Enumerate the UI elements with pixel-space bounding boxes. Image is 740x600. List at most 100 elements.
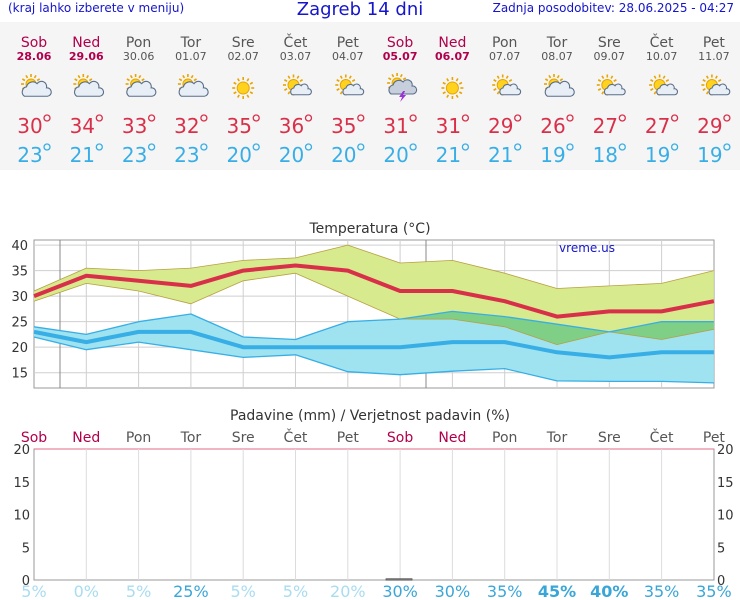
precipitation-day-label: Pon <box>492 430 517 446</box>
max-temp-value: 32 <box>174 114 199 138</box>
min-temp-value: 19 <box>697 143 722 167</box>
forecast-date: 10.07 <box>646 50 678 63</box>
forecast-strip-background <box>0 22 740 170</box>
max-temp-value: 29 <box>697 114 722 138</box>
precipitation-day-label: Pet <box>337 430 360 446</box>
max-temp-degree-mark <box>200 114 208 122</box>
min-temp-degree-mark <box>566 143 574 151</box>
precipitation-probability-label: 35% <box>644 582 680 600</box>
precipitation-probability-label: 35% <box>487 582 523 600</box>
sun-icon <box>232 77 255 99</box>
forecast-date: 08.07 <box>541 50 573 63</box>
temperature-y-tick: 25 <box>11 316 28 331</box>
min-temp-lower-edge <box>33 336 714 384</box>
precipitation-probability-label: 20% <box>330 582 366 600</box>
precipitation-y-tick-left: 20 <box>13 443 30 458</box>
forecast-day-name: Sob <box>387 35 413 51</box>
temperature-y-tick: 35 <box>11 265 28 280</box>
precipitation-y-tick-left: 0 <box>22 574 30 589</box>
thunderstorm-icon <box>387 73 418 102</box>
min-temp-degree-mark <box>95 143 103 151</box>
min-temp-degree-mark <box>409 143 417 151</box>
precipitation-day-label: Sob <box>387 430 413 446</box>
min-temp-value: 20 <box>279 143 304 167</box>
partly-cloudy-icon <box>177 74 209 97</box>
min-temp-degree-mark <box>461 143 470 151</box>
max-temp-value: 35 <box>226 114 251 138</box>
precipitation-day-label: Pon <box>126 430 151 446</box>
max-temp-degree-mark <box>409 114 417 122</box>
forecast-date: 11.07 <box>698 50 730 63</box>
max-temp-degree-mark <box>723 114 731 122</box>
min-temp-degree-mark <box>723 143 731 151</box>
precipitation-day-label: Sob <box>21 430 47 446</box>
header-bar: (kraj lahko izberete v meniju) Zagreb 14… <box>0 0 740 22</box>
max-temp-value: 34 <box>70 114 95 138</box>
sun-small-cloud-icon <box>283 74 312 96</box>
min-temp-degree-mark <box>252 143 260 151</box>
max-temp-degree-mark <box>670 114 679 122</box>
partly-cloudy-icon <box>73 74 105 97</box>
min-temp-value: 21 <box>70 143 95 167</box>
max-temp-degree-mark <box>514 114 522 122</box>
precipitation-y-tick-right: 15 <box>717 476 734 491</box>
min-temp-value: 20 <box>226 143 251 167</box>
min-temp-value: 18 <box>593 143 618 167</box>
max-temp-degree-mark <box>618 114 626 122</box>
forecast-date: 07.07 <box>489 50 521 63</box>
max-temp-degree-mark <box>95 114 103 122</box>
temperature-y-tick: 40 <box>11 239 28 254</box>
precipitation-probability-label: 5% <box>126 582 151 600</box>
max-temp-degree-mark <box>566 114 574 122</box>
precipitation-day-label: Tor <box>546 430 568 446</box>
lightning-bolt <box>399 91 407 102</box>
precipitation-day-label: Ned <box>72 430 100 446</box>
sun-disc <box>441 77 464 99</box>
sun-disc <box>232 77 255 99</box>
min-temp-upper-edge <box>33 310 714 341</box>
precipitation-y-tick-right: 0 <box>717 574 725 589</box>
max-temp-degree-mark <box>43 114 51 122</box>
precipitation-probability-label: 25% <box>173 582 209 600</box>
precipitation-day-label: Pet <box>703 430 726 446</box>
min-temp-degree-mark <box>304 143 313 151</box>
watermark-label: vreme.us <box>559 241 615 255</box>
precipitation-probability-label: 40% <box>590 582 628 600</box>
forecast-day-name: Čet <box>284 33 308 51</box>
min-temp-value: 23 <box>174 143 199 167</box>
forecast-date: 05.07 <box>383 50 418 63</box>
min-temp-degree-mark <box>43 143 51 151</box>
precipitation-day-label: Tor <box>180 430 202 446</box>
precipitation-probability-label: 5% <box>283 582 308 600</box>
forecast-date: 06.07 <box>435 50 470 63</box>
max-temp-degree-mark <box>147 114 156 122</box>
max-temp-value: 27 <box>593 114 618 138</box>
max-temp-upper-edge <box>33 244 714 292</box>
max-temp-value: 33 <box>122 114 147 138</box>
max-temp-range-band <box>34 245 714 345</box>
sun-icon <box>441 77 464 99</box>
forecast-date: 03.07 <box>280 50 312 63</box>
min-temp-value: 21 <box>436 143 461 167</box>
precipitation-probability-label: 30% <box>435 582 471 600</box>
forecast-day-name: Pon <box>126 35 151 51</box>
min-temp-value: 19 <box>540 143 565 167</box>
forecast-date: 30.06 <box>123 50 155 63</box>
precipitation-bar <box>385 578 413 581</box>
forecast-date: 02.07 <box>227 50 259 63</box>
forecast-date: 28.06 <box>17 50 52 63</box>
menu-hint: (kraj lahko izberete v meniju) <box>8 1 185 15</box>
precipitation-chart-title: Padavine (mm) / Verjetnost padavin (%) <box>230 408 510 424</box>
max-temp-degree-mark <box>461 114 470 122</box>
precipitation-day-label: Čet <box>284 428 308 446</box>
temperature-y-tick: 20 <box>11 341 28 356</box>
last-updated: Zadnja posodobitev: 28.06.2025 - 04:27 <box>492 1 734 15</box>
precipitation-day-label: Ned <box>438 430 466 446</box>
max-temp-series-line <box>33 263 715 319</box>
precipitation-y-tick-right: 20 <box>717 443 734 458</box>
forecast-day-name: Ned <box>72 35 100 51</box>
min-temp-value: 23 <box>17 143 42 167</box>
max-temp-degree-mark <box>252 114 260 122</box>
precipitation-probability-label: 35% <box>696 582 732 600</box>
